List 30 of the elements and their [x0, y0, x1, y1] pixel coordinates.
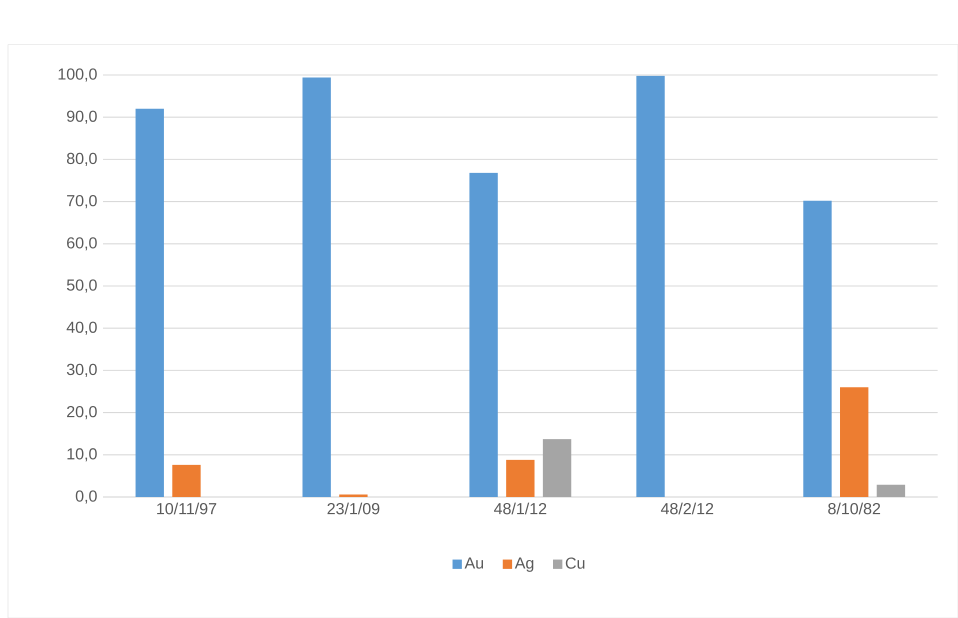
y-tick-label: 10,0: [67, 448, 97, 462]
bar: [876, 484, 906, 497]
x-tick-label: 10/11/97: [157, 502, 216, 514]
y-tick-label: 30,0: [66, 364, 97, 377]
bar: [506, 460, 535, 497]
bar: [542, 439, 572, 497]
bar: [339, 494, 368, 497]
bar: [302, 78, 331, 497]
y-tick-label: 90,0: [67, 110, 97, 124]
bar: [172, 464, 201, 497]
x-tick-label: 48/2/12: [660, 502, 714, 514]
bar: [136, 108, 164, 497]
y-tick-label: 0,0: [76, 490, 97, 504]
y-tick-label: 20,0: [67, 406, 97, 420]
bar: [636, 76, 665, 497]
x-tick-label: 48/1/12: [494, 502, 546, 514]
x-tick-label: 8/10/82: [828, 502, 880, 514]
legend-label: Au: [464, 558, 484, 569]
y-tick-label: 100,0: [58, 68, 97, 82]
x-tick-label: 23/1/09: [328, 502, 380, 514]
bar: [469, 172, 498, 497]
bar: [840, 387, 868, 497]
y-tick-label: 60,0: [67, 237, 97, 250]
y-tick-label: 80,0: [66, 152, 97, 166]
bar: [803, 200, 832, 497]
legend-label: Ag: [514, 558, 534, 572]
y-tick-label: 50,0: [66, 279, 97, 293]
y-tick-label: 70,0: [67, 194, 97, 208]
y-tick-label: 40,0: [66, 322, 97, 335]
legend-label: Cu: [566, 557, 584, 569]
